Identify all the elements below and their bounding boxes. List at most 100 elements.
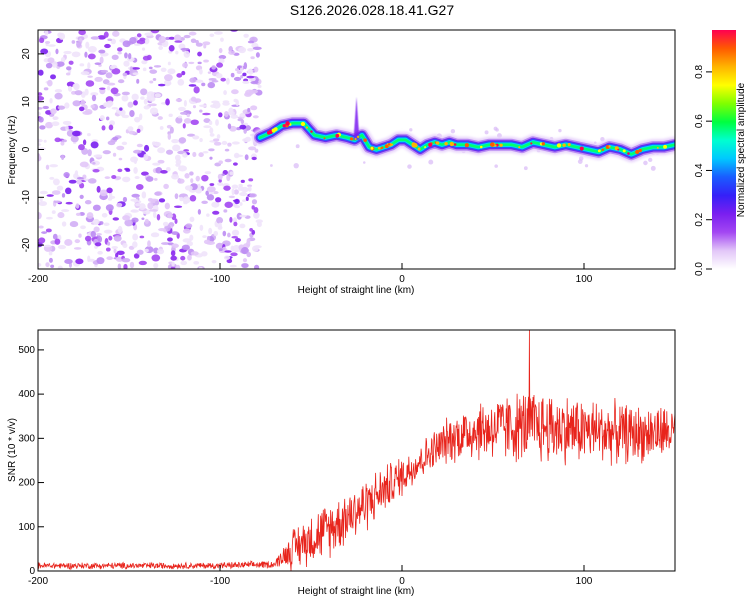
noise-blob — [141, 217, 145, 220]
track-hotspot — [266, 130, 271, 135]
noise-blob — [44, 30, 49, 37]
noise-blob — [174, 193, 179, 200]
noise-blob — [189, 171, 194, 176]
noise-blob — [74, 90, 83, 96]
noise-blob — [160, 67, 167, 72]
noise-blob — [82, 139, 87, 146]
snr-x-tick-label: 0 — [399, 576, 405, 587]
noise-blob — [208, 78, 217, 81]
noise-blob — [208, 148, 215, 152]
noise-blob — [223, 209, 228, 213]
noise-blob — [65, 72, 71, 76]
noise-blob — [63, 171, 70, 178]
noise-blob — [198, 152, 204, 158]
noise-blob — [46, 194, 54, 197]
noise-blob — [190, 251, 199, 256]
noise-blob — [170, 250, 176, 257]
noise-blob — [80, 225, 86, 230]
noise-blob — [117, 225, 123, 234]
noise-blob — [183, 201, 188, 205]
noise-blob — [247, 40, 255, 44]
noise-speckle — [650, 165, 656, 171]
noise-blob — [157, 116, 163, 120]
noise-blob — [231, 188, 235, 196]
noise-blob — [247, 47, 254, 52]
noise-blob — [218, 48, 223, 54]
noise-blob — [248, 178, 254, 182]
noise-blob — [247, 68, 254, 75]
track-hotspot — [435, 141, 440, 145]
noise-blob — [224, 250, 232, 253]
track-hotspot — [449, 141, 454, 147]
noise-blob — [189, 234, 194, 241]
noise-blob — [211, 80, 219, 83]
noise-blob — [210, 104, 217, 108]
noise-blob — [39, 190, 48, 195]
noise-blob — [135, 202, 142, 207]
noise-blob — [108, 235, 113, 241]
noise-blob — [230, 245, 235, 252]
noise-blob — [174, 40, 183, 43]
noise-blob — [121, 91, 130, 96]
noise-blob — [61, 154, 65, 160]
track-hotspot — [635, 149, 640, 155]
track-hotspot — [428, 142, 433, 147]
track-hotspot — [411, 143, 416, 148]
track-hotspot — [387, 143, 391, 146]
noise-blob — [106, 256, 113, 261]
noise-blob — [75, 212, 81, 217]
noise-blob — [171, 243, 179, 249]
noise-blob — [38, 111, 41, 116]
noise-blob — [159, 126, 164, 130]
noise-blob — [131, 209, 137, 213]
noise-blob — [48, 251, 53, 256]
noise-blob — [121, 114, 130, 119]
noise-blob — [254, 148, 259, 153]
track-hotspot — [424, 146, 427, 149]
noise-blob — [105, 247, 111, 252]
noise-blob — [139, 37, 146, 42]
noise-blob — [74, 239, 81, 244]
track-hotspot — [417, 147, 421, 151]
noise-blob — [140, 88, 148, 96]
noise-blob — [215, 119, 219, 126]
noise-blob — [202, 150, 209, 154]
noise-blob — [61, 193, 66, 198]
track-hotspot — [479, 145, 483, 149]
noise-blob — [204, 171, 212, 175]
spectrogram-y-tick-label: -20 — [21, 237, 32, 252]
noise-blob — [38, 225, 44, 229]
noise-blob — [141, 47, 146, 51]
noise-blob — [147, 240, 151, 248]
noise-blob — [38, 212, 42, 220]
noise-blob — [97, 250, 103, 255]
noise-blob — [122, 196, 128, 203]
noise-blob — [174, 218, 178, 224]
track-hotspot — [391, 143, 394, 146]
noise-blob — [122, 215, 131, 221]
noise-blob — [72, 130, 81, 137]
noise-blob — [156, 248, 165, 255]
track-hotspot — [285, 121, 290, 126]
noise-speckle — [293, 162, 299, 169]
noise-blob — [183, 99, 187, 107]
noise-blob — [173, 34, 182, 42]
noise-blob — [108, 192, 113, 198]
noise-blob — [117, 168, 123, 173]
snr-y-tick-label: 100 — [18, 522, 35, 533]
noise-blob — [106, 85, 111, 91]
noise-blob — [65, 201, 73, 205]
noise-blob — [195, 42, 203, 47]
noise-blob — [167, 68, 176, 75]
noise-blob — [87, 62, 91, 69]
noise-blob — [102, 150, 111, 155]
noise-blob — [164, 202, 170, 210]
noise-blob — [193, 86, 200, 94]
noise-blob — [172, 144, 181, 152]
noise-blob — [122, 40, 131, 48]
noise-blob — [218, 55, 227, 60]
noise-blob — [242, 199, 247, 202]
noise-blob — [50, 74, 56, 80]
noise-blob — [190, 38, 197, 43]
